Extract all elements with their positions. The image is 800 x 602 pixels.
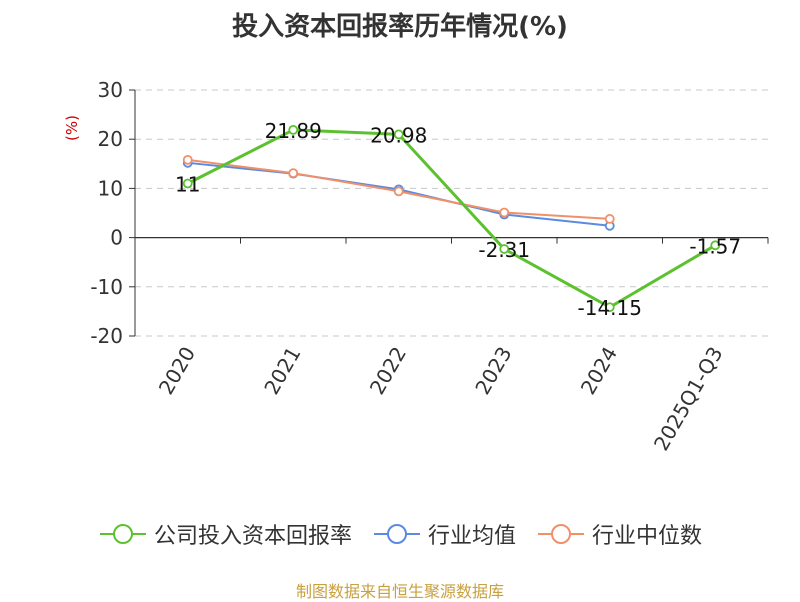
gridlines: [135, 89, 768, 337]
data-label: 21.89: [265, 119, 322, 143]
data-point: [182, 178, 193, 189]
data-label: -14.15: [578, 296, 642, 320]
y-axis-unit-label: (%): [63, 115, 81, 141]
legend-label: 行业均值: [427, 524, 516, 549]
y-tick-label: -20: [90, 324, 123, 348]
legend-circle: [112, 524, 133, 544]
source-note: 制图数据来自恒生聚源数据库: [295, 582, 504, 601]
legend-marker-icon: [99, 524, 146, 544]
data-point: [182, 154, 193, 165]
legend-item-0[interactable]: 公司投入资本回报率: [98, 518, 352, 550]
data-label: 20.98: [370, 123, 427, 147]
legend-label: 行业中位数: [592, 524, 703, 549]
y-tick-label: 10: [98, 176, 123, 200]
series-line-0: [187, 128, 717, 309]
data-labels: 11 21.89 20.98 -2.31 -14.15 -1.57: [175, 119, 741, 320]
y-tick-label: 20: [98, 127, 123, 151]
x-tick-label: 2024: [576, 343, 622, 399]
data-point: [499, 244, 510, 254]
data-point: [393, 186, 404, 197]
chart-title: 投入资本回报率历年情况(%): [232, 12, 568, 42]
data-point: [499, 207, 510, 218]
y-tick-label: -10: [90, 275, 123, 299]
x-tick-label: 2021: [259, 343, 305, 399]
legend: 公司投入资本回报率 行业均值 行业中位数: [0, 518, 800, 550]
legend-marker-icon: [373, 524, 420, 544]
series-lines: [182, 125, 721, 313]
data-label: -2.31: [478, 238, 530, 262]
legend-item-2[interactable]: 行业中位数: [536, 518, 702, 550]
y-tick-label: 30: [98, 78, 123, 102]
data-point: [710, 240, 721, 251]
legend-marker-icon: [538, 524, 584, 544]
x-tick-label: 2022: [365, 343, 411, 399]
data-point: [393, 129, 404, 140]
x-tick-label: 2023: [470, 343, 516, 399]
data-point: [288, 168, 299, 179]
data-label: 11: [175, 172, 200, 196]
x-tick-label: 2025Q1-Q3: [649, 343, 728, 455]
y-tick-label: 0: [110, 226, 123, 250]
data-point: [604, 214, 615, 224]
legend-circle: [551, 524, 571, 544]
legend-label: 公司投入资本回报率: [153, 524, 352, 549]
legend-circle: [386, 524, 407, 544]
axes: 30 20 10 0 -10 -20 2020 2021 2022 2023 2024 2025Q1-…: [90, 78, 769, 455]
data-label: -1.57: [689, 234, 741, 258]
legend-item-1[interactable]: 行业均值: [372, 518, 516, 550]
data-point: [288, 125, 299, 135]
x-tick-label: 2020: [154, 343, 200, 399]
data-point: [604, 302, 615, 313]
